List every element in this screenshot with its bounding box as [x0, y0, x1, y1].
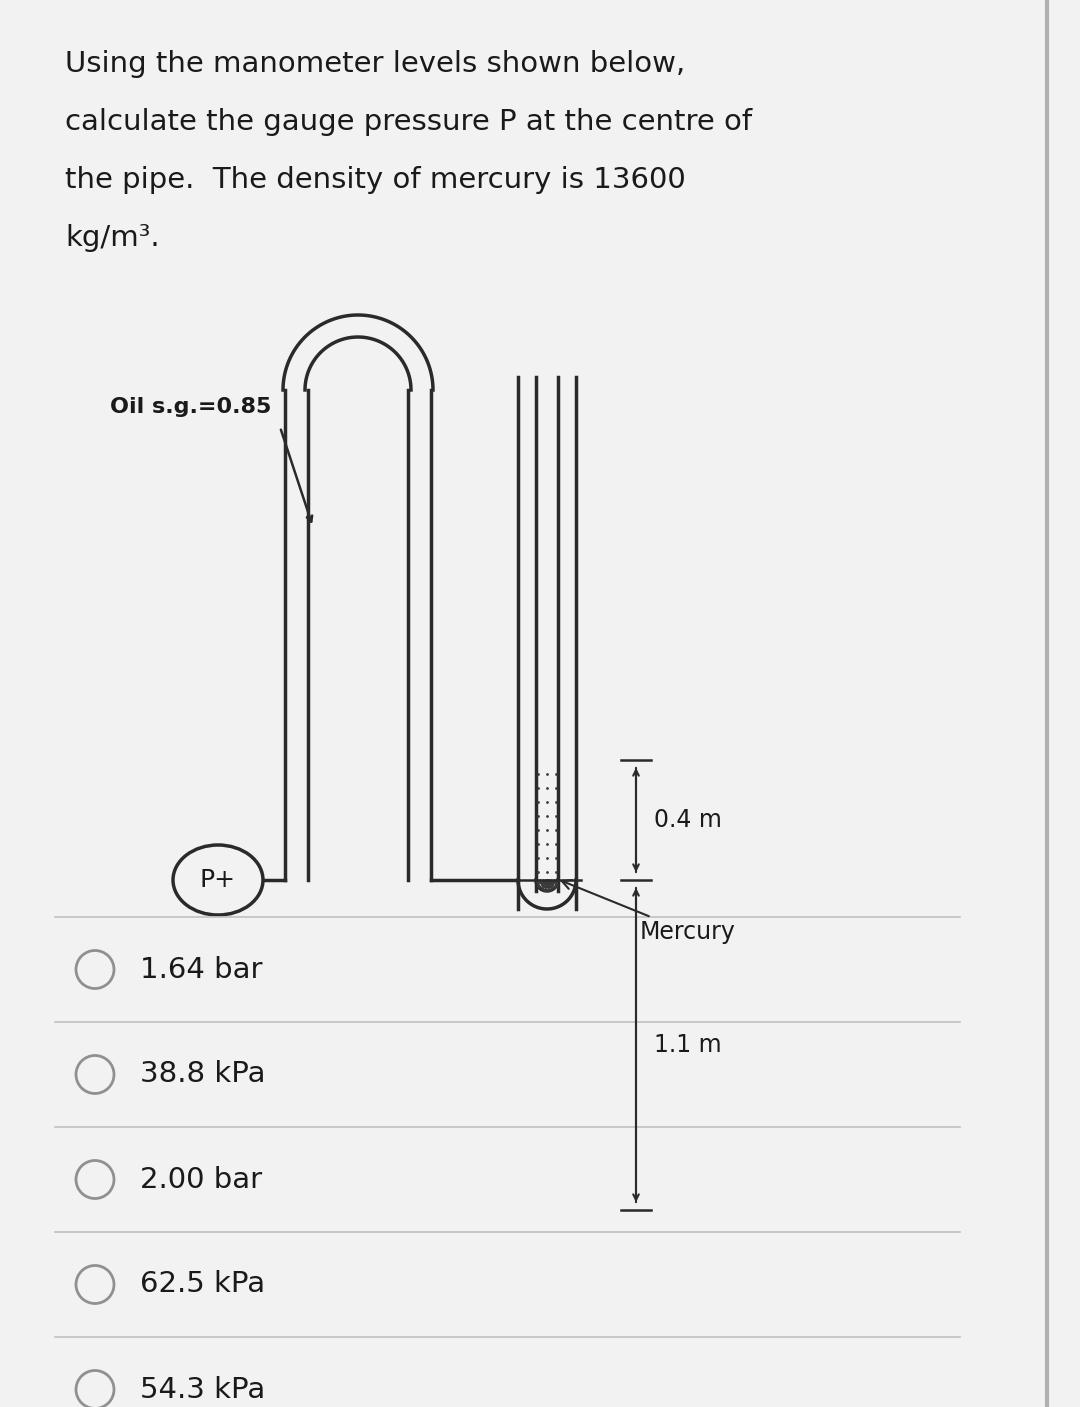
Text: the pipe.  The density of mercury is 13600: the pipe. The density of mercury is 1360…: [65, 166, 686, 194]
Text: 2.00 bar: 2.00 bar: [140, 1165, 262, 1193]
Text: 54.3 kPa: 54.3 kPa: [140, 1376, 266, 1404]
Text: Using the manometer levels shown below,: Using the manometer levels shown below,: [65, 51, 685, 77]
Text: 1.64 bar: 1.64 bar: [140, 955, 262, 983]
Text: kg/m³.: kg/m³.: [65, 224, 160, 252]
Text: 38.8 kPa: 38.8 kPa: [140, 1061, 266, 1089]
Text: 62.5 kPa: 62.5 kPa: [140, 1271, 265, 1299]
Text: Oil s.g.=0.85: Oil s.g.=0.85: [110, 397, 271, 416]
Text: Mercury: Mercury: [562, 881, 735, 944]
Text: 1.1 m: 1.1 m: [654, 1033, 721, 1057]
Text: 0.4 m: 0.4 m: [654, 808, 721, 832]
Text: P+: P+: [200, 868, 237, 892]
Text: calculate the gauge pressure P at the centre of: calculate the gauge pressure P at the ce…: [65, 108, 752, 136]
